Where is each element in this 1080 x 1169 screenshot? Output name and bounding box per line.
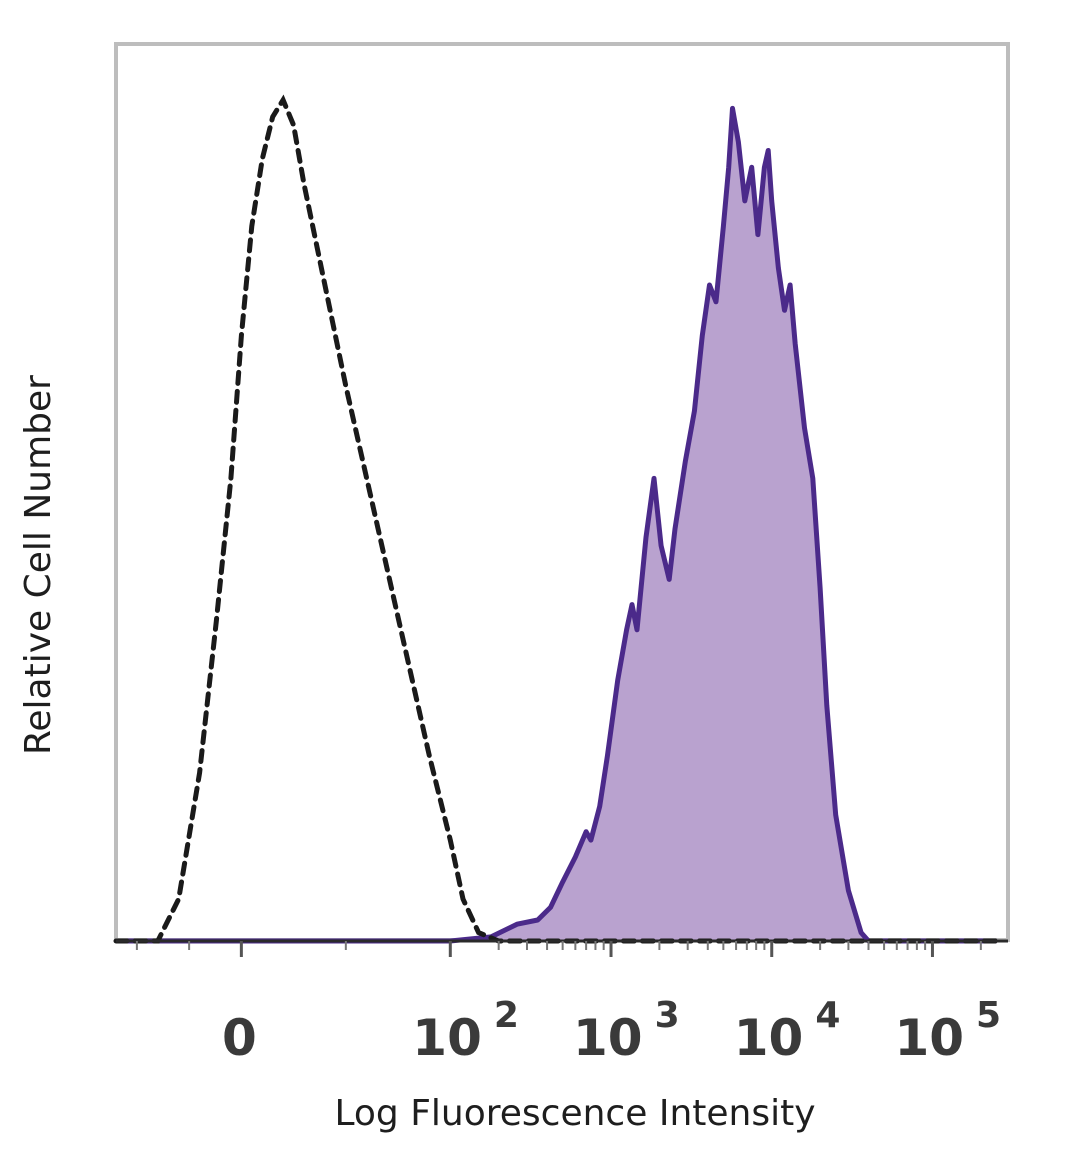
- x-tick-label: 10 2: [412, 995, 519, 1067]
- x-tick-label: 10 4: [734, 995, 841, 1067]
- x-axis-title: Log Fluorescence Intensity: [334, 1093, 815, 1134]
- x-axis-minor-ticks: [135, 941, 982, 950]
- y-axis-title: Relative Cell Number: [18, 375, 59, 755]
- stained-histogram-fill: [116, 108, 997, 941]
- stained-histogram-line: [116, 105, 997, 944]
- x-tick-label: 10 5: [894, 995, 1001, 1067]
- x-tick-label: 0: [222, 1009, 257, 1067]
- x-tick-label: 10 3: [573, 995, 680, 1067]
- x-axis-major-ticks: [239, 941, 934, 957]
- isotype-control-dashed-line: [113, 94, 999, 944]
- plot-area: [114, 42, 1010, 942]
- x-axis-tick-labels: 0 10 2 10 3 10 4 10 5: [222, 995, 1001, 1067]
